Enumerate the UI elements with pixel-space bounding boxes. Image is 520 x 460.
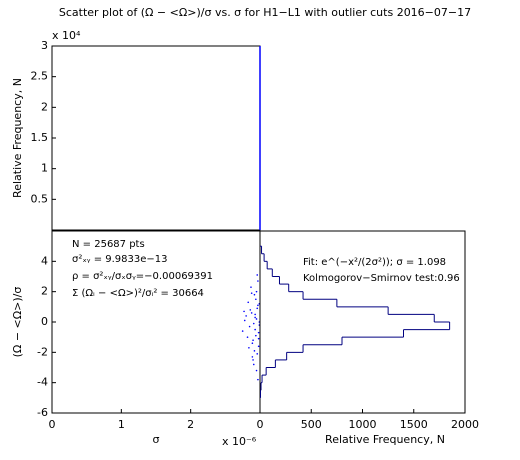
point (250, 312, 253, 314)
point (250, 286, 252, 288)
point (250, 292, 253, 294)
chart-title: Scatter plot of (Ω − <Ω>)/σ vs. σ for H1… (59, 6, 471, 19)
x-tick-label: 1000 (349, 418, 377, 431)
point (256, 274, 259, 276)
point (253, 350, 256, 352)
point (255, 298, 257, 301)
point (257, 337, 260, 340)
point (248, 346, 250, 349)
y-tick-label: 1.5 (31, 131, 49, 144)
point (243, 319, 246, 322)
point (245, 315, 247, 317)
y-tick-label: 1 (41, 162, 48, 175)
y-tick-label: 2 (41, 285, 48, 298)
y-tick-label: -2 (37, 345, 48, 358)
point (256, 353, 259, 355)
annotation: N = 25687 pts (72, 239, 145, 250)
point (257, 304, 259, 307)
y-tick-label: -6 (37, 406, 48, 419)
y-tick-label: 0.5 (31, 192, 49, 205)
x-tick-label: 2000 (451, 418, 479, 431)
point (247, 301, 250, 304)
point (251, 342, 254, 345)
point (252, 322, 255, 325)
x-multiplier: x 10⁻⁶ (222, 435, 257, 448)
point (248, 325, 251, 328)
point (252, 363, 255, 366)
point (257, 280, 259, 282)
y-tick-label: 2.5 (31, 70, 49, 83)
point (254, 313, 256, 316)
x-axis-label: Relative Frequency, N (325, 433, 445, 446)
point (257, 378, 259, 381)
point (243, 310, 245, 313)
point (255, 334, 257, 337)
annotation: Σ (Ωᵢ − <Ω>)²/σᵢ² = 30664 (72, 288, 204, 299)
y-axis-label: Relative Frequency, N (11, 78, 24, 198)
x-tick-label: 0 (257, 418, 264, 431)
point (255, 369, 258, 372)
annotation: Fit: e^(−x²/(2σ²)); σ = 1.098 (303, 257, 446, 268)
x-tick-label: 0 (49, 418, 56, 431)
point (257, 331, 260, 334)
y-tick-label: -4 (37, 376, 48, 389)
annotation: σ²ₓᵧ = 9.9833e−13 (72, 254, 168, 265)
x-tick-label: 1 (118, 418, 125, 431)
point (252, 339, 254, 342)
point (249, 309, 252, 311)
point (251, 356, 254, 358)
y-tick-label: 4 (41, 254, 48, 267)
point (254, 316, 256, 319)
x-tick-label: 2 (187, 418, 194, 431)
y-multiplier: x 10⁴ (52, 29, 81, 42)
y-tick-label: 3 (41, 39, 48, 52)
annotation: Kolmogorov−Smirnov test:0.96 (303, 273, 460, 284)
x-tick-label: 500 (301, 418, 322, 431)
y-axis-label: (Ω − <Ω>)/σ (11, 287, 24, 358)
point (252, 359, 254, 361)
point (253, 293, 256, 296)
point (255, 290, 258, 293)
point (254, 328, 256, 331)
point (257, 345, 260, 348)
point (246, 336, 249, 338)
y-tick-label: 0 (41, 315, 48, 328)
annotation: ρ = σ²ₓᵧ/σₓσᵧ=−0.00069391 (72, 271, 213, 282)
x-axis-label: σ (153, 433, 160, 446)
point (256, 307, 259, 310)
point (241, 330, 244, 332)
x-tick-label: 1500 (400, 418, 428, 431)
point (255, 318, 258, 320)
y-tick-label: 2 (41, 100, 48, 113)
